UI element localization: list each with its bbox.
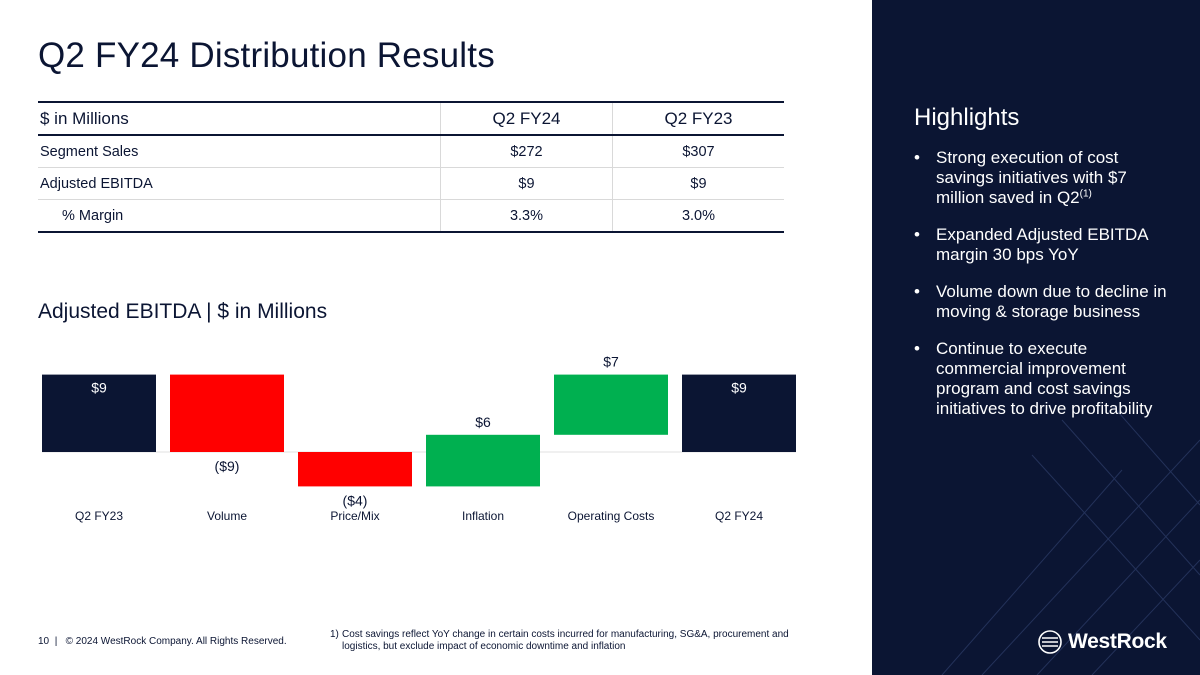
waterfall-bar — [170, 374, 284, 452]
data-label: $6 — [475, 414, 491, 430]
column-header: Q2 FY24 — [440, 102, 613, 135]
results-table: $ in Millions Q2 FY24 Q2 FY23 Segment Sa… — [38, 101, 784, 233]
highlight-text: Continue to execute commercial improveme… — [936, 339, 1153, 418]
decorative-line — [941, 469, 1123, 675]
row-label: Adjusted EBITDA — [38, 167, 441, 200]
bullet-icon: • — [914, 148, 920, 167]
category-label: Q2 FY23 — [75, 509, 123, 523]
footer-separator: | — [54, 636, 58, 647]
waterfall-bar — [426, 434, 540, 487]
row-label: % Margin — [38, 199, 441, 233]
data-label: ($4) — [343, 492, 368, 508]
westrock-logo-icon — [1038, 630, 1062, 654]
cell-value: $272 — [440, 135, 613, 168]
list-item: • Expanded Adjusted EBITDA margin 30 bps… — [914, 225, 1172, 265]
highlight-text: Expanded Adjusted EBITDA margin 30 bps Y… — [936, 225, 1148, 264]
data-label: $9 — [731, 380, 747, 396]
footnote-ref: (1) — [1079, 188, 1092, 200]
highlight-text: Volume down due to decline in moving & s… — [936, 282, 1167, 321]
category-label: Q2 FY24 — [715, 509, 763, 523]
highlight-text: Strong execution of cost savings initiat… — [936, 148, 1127, 207]
highlights-list: • Strong execution of cost savings initi… — [914, 148, 1172, 436]
table-row: % Margin 3.3% 3.0% — [38, 199, 784, 233]
bullet-icon: • — [914, 339, 920, 358]
list-item: • Continue to execute commercial improve… — [914, 339, 1172, 419]
westrock-logo: WestRock — [1038, 626, 1167, 658]
footnote: 1) Cost savings reflect YoY change in ce… — [330, 629, 810, 653]
decorative-line — [1111, 404, 1200, 506]
footnote-text: Cost savings reflect YoY change in certa… — [342, 629, 789, 652]
table-row: Adjusted EBITDA $9 $9 — [38, 167, 784, 200]
waterfall-bar — [554, 374, 668, 435]
cell-value: $9 — [612, 167, 784, 200]
data-label: ($9) — [215, 458, 240, 474]
cell-value: 3.0% — [612, 199, 784, 233]
table-row: Segment Sales $272 $307 — [38, 135, 784, 168]
category-label: Inflation — [462, 509, 504, 523]
table-header-row: $ in Millions Q2 FY24 Q2 FY23 — [38, 102, 784, 135]
list-item: • Strong execution of cost savings initi… — [914, 148, 1172, 208]
slide-main: Q2 FY24 Distribution Results $ in Millio… — [38, 36, 810, 653]
decorative-line — [1061, 419, 1200, 576]
data-label: $7 — [603, 354, 619, 370]
highlights-panel: Highlights • Strong execution of cost sa… — [872, 0, 1200, 675]
ebitda-waterfall-chart: $9 Q2 FY23 ($9) Volume ($4)Price/Mix $6 Inflat… — [42, 354, 796, 523]
category-label: Operating Costs — [568, 509, 655, 523]
bullet-icon: • — [914, 225, 920, 244]
logo-text: WestRock — [1068, 630, 1167, 653]
footnote-marker: 1) — [330, 629, 339, 640]
cell-value: 3.3% — [440, 199, 613, 233]
decorative-line — [981, 439, 1200, 675]
category-label: Volume — [207, 509, 247, 523]
table-header-label: $ in Millions — [40, 108, 129, 128]
page-title: Q2 FY24 Distribution Results — [38, 36, 495, 75]
decorative-line — [1031, 454, 1200, 641]
cell-value: $9 — [440, 167, 613, 200]
highlights-title: Highlights — [914, 104, 1020, 131]
decorative-line — [1036, 499, 1200, 675]
footer: 10 | © 2024 WestRock Company. All Rights… — [38, 636, 287, 647]
copyright: © 2024 WestRock Company. All Rights Rese… — [65, 636, 287, 647]
data-label: $9 — [91, 380, 107, 396]
decorative-lines — [941, 404, 1200, 675]
page-number: 10 — [38, 636, 50, 647]
row-label: Segment Sales — [38, 135, 441, 168]
bullet-icon: • — [914, 282, 920, 301]
cell-value: $307 — [612, 135, 784, 168]
category-label: Price/Mix — [330, 509, 379, 523]
waterfall-bar — [42, 374, 156, 452]
list-item: • Volume down due to decline in moving &… — [914, 282, 1172, 322]
column-header: Q2 FY23 — [612, 102, 784, 135]
waterfall-bar — [682, 374, 796, 452]
decorative-line — [1091, 559, 1200, 675]
chart-title: Adjusted EBITDA | $ in Millions — [38, 300, 328, 323]
waterfall-bar — [298, 452, 412, 487]
